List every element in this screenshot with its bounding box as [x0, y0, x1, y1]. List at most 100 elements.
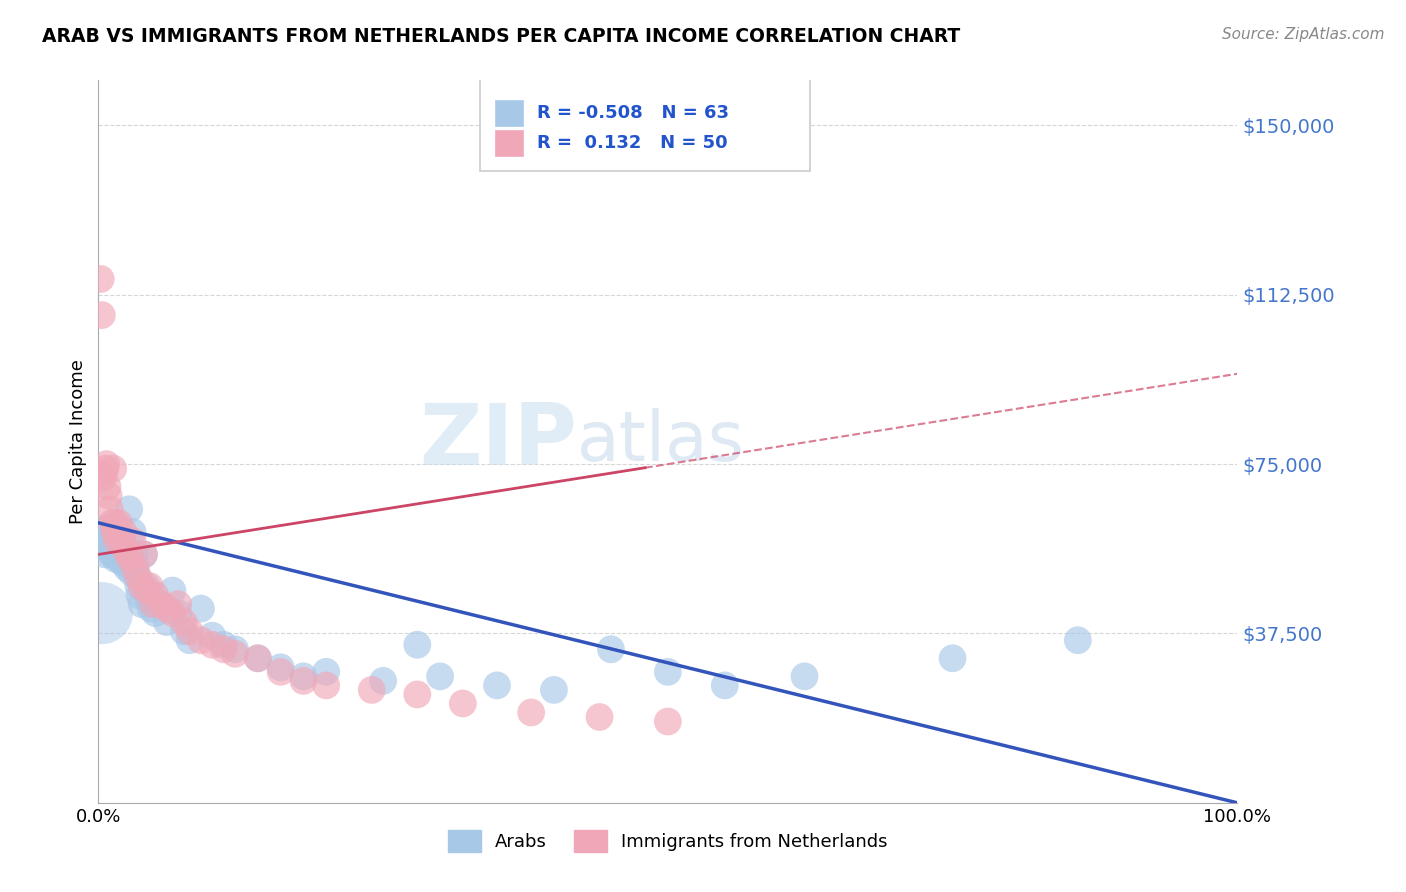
Point	[150, 597, 173, 611]
Text: R = -0.508   N = 63: R = -0.508 N = 63	[537, 104, 728, 122]
Point	[105, 533, 128, 548]
Text: ARAB VS IMMIGRANTS FROM NETHERLANDS PER CAPITA INCOME CORRELATION CHART: ARAB VS IMMIGRANTS FROM NETHERLANDS PER …	[42, 27, 960, 45]
Point	[107, 548, 129, 562]
Point	[150, 597, 173, 611]
Point	[107, 524, 129, 539]
Point	[167, 597, 190, 611]
Point	[1067, 633, 1090, 648]
Point	[138, 579, 160, 593]
Point	[588, 710, 610, 724]
Point	[127, 570, 149, 584]
Point	[96, 520, 118, 534]
Point	[201, 629, 224, 643]
Point	[112, 524, 135, 539]
Point	[114, 552, 136, 566]
Point	[117, 542, 139, 557]
Point	[128, 588, 150, 602]
Point	[90, 606, 112, 620]
Point	[111, 538, 134, 552]
Point	[451, 697, 474, 711]
Point	[91, 470, 114, 484]
Point	[96, 480, 118, 494]
Point	[131, 597, 153, 611]
Point	[292, 669, 315, 683]
Point	[406, 638, 429, 652]
Point	[145, 588, 167, 602]
Point	[520, 706, 543, 720]
Point	[105, 538, 128, 552]
Point	[132, 548, 155, 562]
Point	[108, 516, 131, 530]
Point	[173, 624, 195, 639]
Point	[179, 633, 201, 648]
Point	[714, 678, 737, 692]
Point	[101, 516, 124, 530]
Point	[600, 642, 623, 657]
Point	[121, 533, 143, 548]
Point	[371, 673, 394, 688]
Point	[117, 548, 139, 562]
Point	[793, 669, 815, 683]
Text: atlas: atlas	[576, 408, 745, 475]
Point	[315, 678, 337, 692]
Point	[93, 524, 115, 539]
Point	[94, 548, 117, 562]
Point	[190, 633, 212, 648]
Point	[132, 548, 155, 562]
Point	[93, 466, 115, 480]
Point	[156, 601, 179, 615]
Point	[127, 579, 149, 593]
Point	[179, 624, 201, 639]
Point	[110, 548, 132, 562]
Point	[127, 570, 149, 584]
Point	[429, 669, 451, 683]
Point	[190, 601, 212, 615]
Point	[201, 638, 224, 652]
Point	[139, 601, 162, 615]
Point	[96, 533, 118, 548]
Point	[486, 678, 509, 692]
Point	[101, 548, 124, 562]
Point	[657, 714, 679, 729]
Point	[103, 533, 125, 548]
Point	[360, 682, 382, 697]
Text: R =  0.132   N = 50: R = 0.132 N = 50	[537, 134, 727, 152]
Point	[96, 457, 118, 471]
Point	[145, 606, 167, 620]
Point	[103, 542, 125, 557]
Point	[224, 642, 246, 657]
Point	[124, 548, 146, 562]
Point	[97, 489, 120, 503]
Point	[138, 592, 160, 607]
Point	[131, 579, 153, 593]
Point	[246, 651, 269, 665]
Point	[104, 552, 127, 566]
Y-axis label: Per Capita Income: Per Capita Income	[69, 359, 87, 524]
Point	[224, 647, 246, 661]
Point	[100, 538, 122, 552]
Text: ZIP: ZIP	[419, 400, 576, 483]
Point	[162, 583, 184, 598]
Point	[120, 566, 142, 580]
Point	[657, 665, 679, 679]
Point	[173, 615, 195, 630]
Point	[212, 638, 235, 652]
Point	[135, 583, 157, 598]
FancyBboxPatch shape	[479, 77, 810, 170]
Point	[942, 651, 965, 665]
Point	[97, 542, 120, 557]
Point	[135, 579, 157, 593]
Point	[114, 548, 136, 562]
Point	[114, 542, 136, 557]
Point	[90, 538, 112, 552]
Point	[112, 557, 135, 571]
Point	[108, 552, 131, 566]
FancyBboxPatch shape	[495, 129, 523, 156]
Point	[125, 561, 148, 575]
Point	[120, 557, 142, 571]
Point	[292, 673, 315, 688]
Point	[162, 606, 184, 620]
Point	[103, 461, 125, 475]
Point	[94, 461, 117, 475]
Point	[156, 615, 179, 630]
